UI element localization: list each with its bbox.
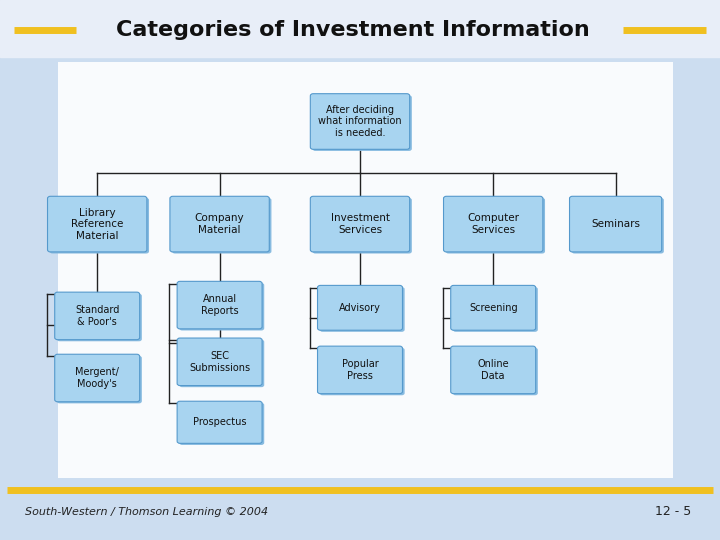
FancyBboxPatch shape <box>572 198 664 254</box>
FancyBboxPatch shape <box>179 340 264 387</box>
FancyBboxPatch shape <box>177 401 262 443</box>
Text: Company
Material: Company Material <box>195 213 244 235</box>
Text: Investment
Services: Investment Services <box>330 213 390 235</box>
Text: Advisory: Advisory <box>339 303 381 313</box>
FancyBboxPatch shape <box>444 197 543 252</box>
Text: Online
Data: Online Data <box>477 359 509 381</box>
FancyBboxPatch shape <box>451 285 536 330</box>
FancyBboxPatch shape <box>172 198 271 254</box>
FancyBboxPatch shape <box>179 403 264 445</box>
FancyBboxPatch shape <box>48 197 147 252</box>
FancyBboxPatch shape <box>179 283 264 330</box>
FancyBboxPatch shape <box>50 198 149 254</box>
FancyBboxPatch shape <box>318 346 402 394</box>
FancyBboxPatch shape <box>170 197 269 252</box>
Text: Annual
Reports: Annual Reports <box>201 294 238 316</box>
FancyBboxPatch shape <box>177 281 262 329</box>
Text: Mergent/
Moody's: Mergent/ Moody's <box>76 367 119 389</box>
FancyBboxPatch shape <box>320 348 405 395</box>
Bar <box>58 62 673 478</box>
FancyBboxPatch shape <box>57 356 142 403</box>
FancyBboxPatch shape <box>320 287 405 332</box>
FancyBboxPatch shape <box>451 346 536 394</box>
Text: SEC
Submissions: SEC Submissions <box>189 351 250 373</box>
FancyBboxPatch shape <box>312 198 412 254</box>
FancyBboxPatch shape <box>310 197 410 252</box>
Text: Library
Reference
Material: Library Reference Material <box>71 207 123 241</box>
Text: Standard
& Poor's: Standard & Poor's <box>75 305 120 327</box>
Text: Categories of Investment Information: Categories of Investment Information <box>116 19 590 40</box>
FancyBboxPatch shape <box>55 292 140 340</box>
Text: 12 - 5: 12 - 5 <box>655 505 691 518</box>
Text: After deciding
what information
is needed.: After deciding what information is neede… <box>318 105 402 138</box>
Text: Popular
Press: Popular Press <box>341 359 379 381</box>
FancyBboxPatch shape <box>177 338 262 386</box>
Text: Screening: Screening <box>469 303 518 313</box>
Text: Prospectus: Prospectus <box>193 417 246 427</box>
FancyBboxPatch shape <box>570 197 662 252</box>
FancyBboxPatch shape <box>312 95 412 151</box>
FancyBboxPatch shape <box>318 285 402 330</box>
FancyBboxPatch shape <box>57 294 142 341</box>
Bar <box>0 0 720 57</box>
FancyBboxPatch shape <box>453 348 538 395</box>
FancyBboxPatch shape <box>55 354 140 402</box>
Text: Seminars: Seminars <box>591 219 640 229</box>
FancyBboxPatch shape <box>446 198 545 254</box>
FancyBboxPatch shape <box>453 287 538 332</box>
Text: Computer
Services: Computer Services <box>467 213 519 235</box>
Text: South-Western / Thomson Learning © 2004: South-Western / Thomson Learning © 2004 <box>25 507 269 517</box>
FancyBboxPatch shape <box>310 94 410 149</box>
